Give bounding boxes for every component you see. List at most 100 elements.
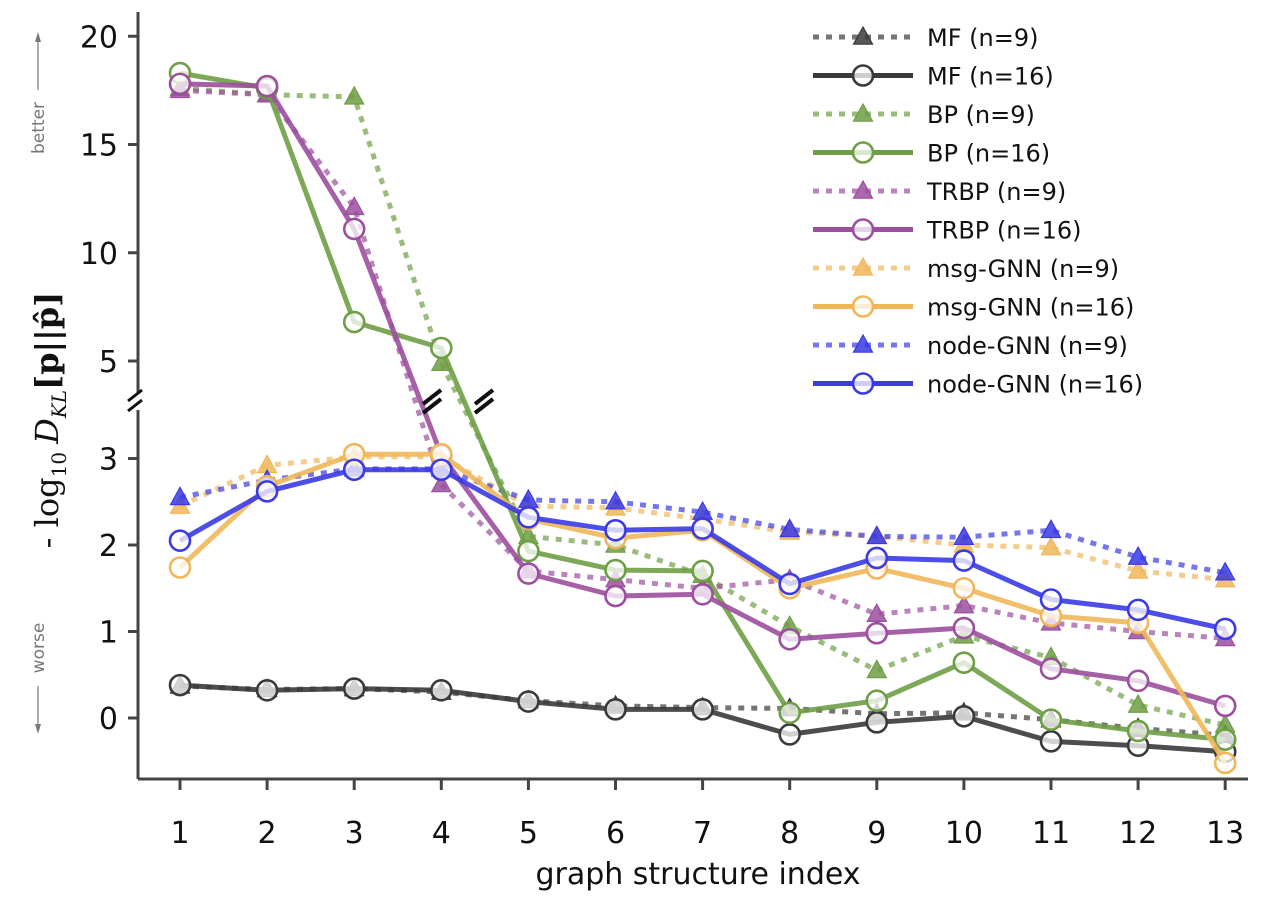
circle-marker [342,310,366,334]
circle-marker [342,677,366,700]
triangle-marker [343,85,365,105]
circle-marker [429,336,453,360]
x-tick-label: 11 [1032,816,1070,851]
circle-marker [168,556,192,579]
y-tick-label: 3 [99,443,118,478]
circle-marker [429,458,453,482]
triangle-marker [852,333,874,353]
legend-item: MF (n=16) [813,63,1054,91]
legend-item: msg-GNN (n=16) [813,294,1134,322]
circle-marker [604,518,627,542]
x-tick-label: 5 [519,816,538,851]
plot-area [168,61,1237,775]
circle-marker [342,458,366,482]
x-tick-label: 1 [170,816,189,851]
y-tick-label: 10 [80,237,118,272]
triangle-marker [852,179,874,199]
circle-marker [517,690,540,713]
legend-label: BP (n=16) [927,140,1050,168]
circle-marker [255,679,279,702]
circle-marker [952,616,976,640]
circle-marker [1213,694,1237,718]
legend-label: MF (n=16) [927,63,1054,91]
triangle-marker [779,518,801,538]
triangle-marker [852,25,874,45]
plot-break-marks [421,388,495,415]
y-axis-break-mark [127,388,143,413]
legend-label: TRBP (n=9) [926,178,1066,206]
triangle-marker [866,525,888,545]
circle-marker [1126,719,1150,743]
x-tick-label: 9 [867,816,886,851]
x-ticks: 1 2 3 4 5 6 7 8 9 10 11 12 13 [170,779,1244,851]
circle-marker [1039,708,1063,732]
triangle-marker [1040,536,1062,556]
circle-marker [168,529,192,552]
x-axis-label: graph structure index [535,857,860,892]
triangle-marker [169,486,191,506]
circle-marker [342,217,366,241]
legend-item: MF (n=9) [813,24,1038,52]
legend: MF (n=9) MF (n=16) BP (n=9) BP (n=16) TRBP (… [813,24,1143,399]
x-tick-label: 8 [780,816,799,851]
triangle-marker [953,525,975,546]
circle-marker [517,539,540,563]
triangle-marker [343,196,365,216]
series-line [179,70,1226,743]
circle-marker [778,701,802,725]
x-tick-label: 7 [693,816,712,851]
circle-marker [1039,657,1063,680]
y-tick-label: 2 [99,529,118,564]
circle-marker [604,584,627,608]
circle-marker [851,218,875,241]
circle-marker [691,559,714,583]
triangle-marker [604,490,627,510]
legend-label: TRBP (n=16) [926,217,1082,245]
triangle-marker [852,102,874,122]
circle-marker [1213,751,1237,775]
circle-marker [1213,728,1237,751]
legend-item: BP (n=9) [813,101,1035,129]
x-tick-label: 4 [432,816,451,851]
triangle-marker [1127,545,1149,565]
x-tick-label: 12 [1119,816,1157,851]
circle-marker [604,698,627,721]
circle-marker [604,558,627,582]
triangle-marker [517,488,539,508]
legend-label: BP (n=9) [927,101,1035,129]
legend-item: node-GNN (n=16) [813,371,1143,399]
circle-marker [851,372,875,395]
circle-marker [1126,669,1150,693]
circle-marker [865,546,889,570]
circle-marker [517,562,540,585]
x-tick-label: 10 [945,816,983,851]
circle-marker [952,651,976,674]
triangle-marker [430,473,452,493]
y-tick-label: 15 [80,129,118,164]
circle-marker [1039,588,1063,611]
circle-marker [865,689,889,713]
triangle-marker [866,659,888,679]
legend-item: TRBP (n=9) [813,178,1066,206]
circle-marker [778,627,802,651]
circle-marker [168,673,192,697]
circle-marker [952,549,976,572]
circle-marker [1213,617,1237,641]
better-label: better [29,102,49,154]
legend-label: msg-GNN (n=9) [927,255,1119,283]
y-tick-label: 1 [99,616,118,651]
circle-marker [778,723,802,746]
legend-label: node-GNN (n=9) [927,332,1128,360]
legend-label: MF (n=9) [927,24,1038,52]
circle-marker [517,506,540,529]
legend-item: TRBP (n=16) [813,217,1082,245]
legend-label: msg-GNN (n=16) [927,294,1134,322]
y-axis-label: - log10DKL[p||p̂] [28,292,71,549]
y-tick-label: 0 [99,702,118,737]
circle-marker [851,64,875,87]
series-line [179,87,1226,641]
triangle-marker [866,602,888,623]
legend-item: msg-GNN (n=9) [813,255,1119,283]
circle-marker [691,698,714,721]
